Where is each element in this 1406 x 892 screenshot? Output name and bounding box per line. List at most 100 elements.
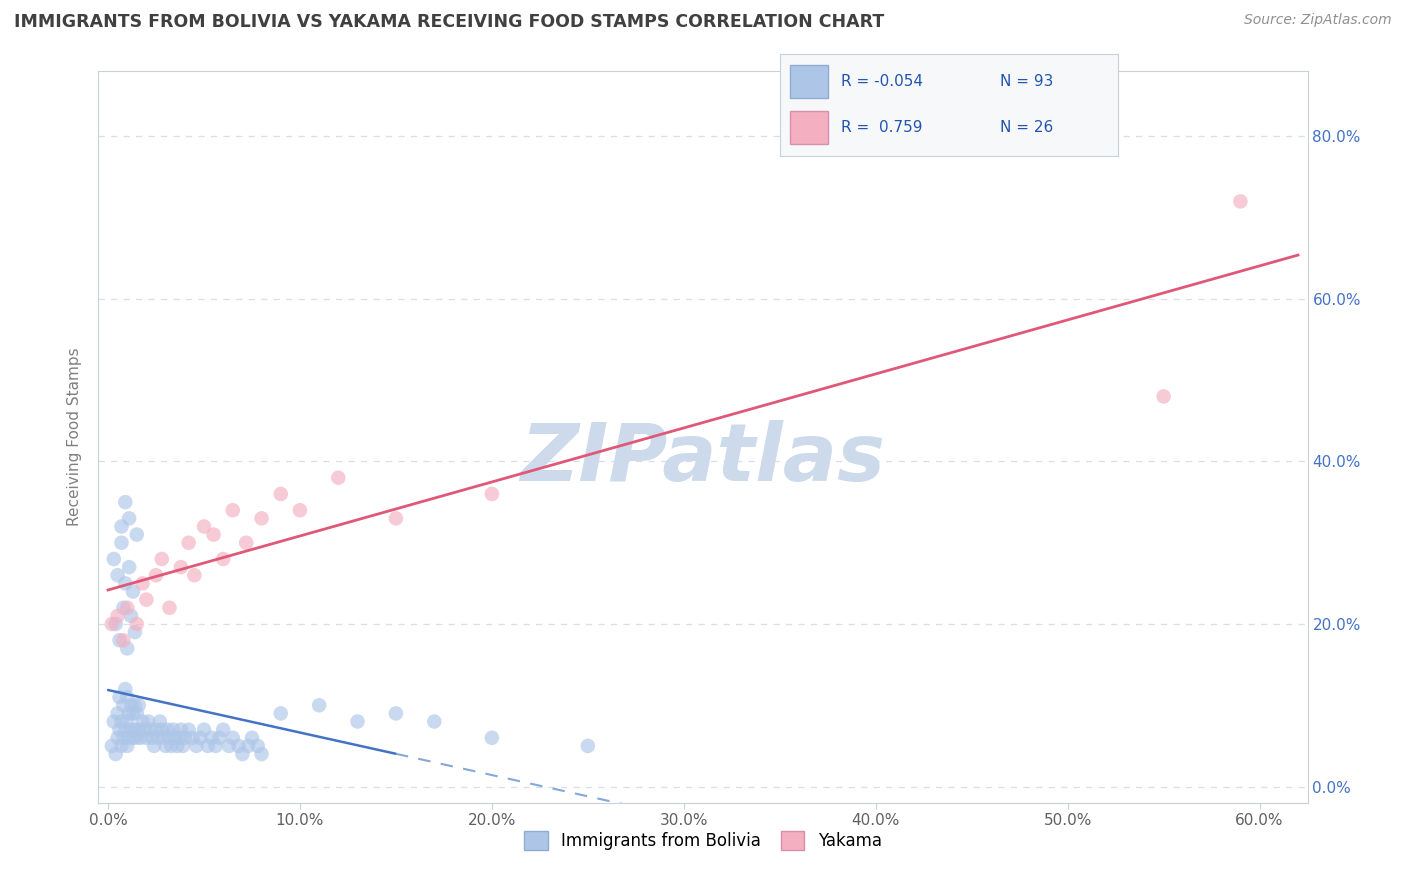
Point [110,714,132,729]
FancyBboxPatch shape [790,65,828,97]
Point [270,487,292,501]
Point [115,690,138,705]
Point [125,617,148,632]
Point [122,584,145,599]
Point [246,739,269,753]
Point [385,706,408,721]
Point [135,592,157,607]
Point [481,731,503,745]
Point [288,503,311,517]
Point [125,706,148,721]
Point [108,723,131,737]
Point [228,739,250,753]
Point [193,723,215,737]
Point [202,527,225,541]
Legend: Immigrants from Bolivia, Yakama: Immigrants from Bolivia, Yakama [517,824,889,856]
Point [114,723,136,737]
Point [114,495,136,509]
Point [204,739,226,753]
Point [159,600,181,615]
Text: ZIPatlas: ZIPatlas [520,420,886,498]
Point [143,739,166,753]
Point [167,731,190,745]
Point [110,739,132,753]
Point [112,633,135,648]
Point [201,731,224,745]
Point [155,739,177,753]
Point [104,747,127,761]
Point [156,723,179,737]
Point [118,731,141,745]
Point [385,511,408,525]
Text: R = -0.054: R = -0.054 [841,74,924,88]
Point [177,535,200,549]
Point [128,723,150,737]
Point [104,617,127,632]
Point [193,519,215,533]
Point [186,739,208,753]
Text: R =  0.759: R = 0.759 [841,120,922,135]
Point [114,576,136,591]
Point [112,600,135,615]
Point [1229,194,1251,209]
Point [135,731,157,745]
Point [218,739,240,753]
Point [108,690,131,705]
Point [110,535,132,549]
Point [131,714,153,729]
Point [250,511,273,525]
Point [128,698,150,713]
Point [122,706,145,721]
Point [118,706,141,721]
Point [231,747,253,761]
Point [115,714,138,729]
Point [222,731,245,745]
Text: N = 26: N = 26 [1000,120,1053,135]
Point [152,731,174,745]
Point [188,731,211,745]
Point [177,723,200,737]
Point [110,519,132,533]
Point [346,714,368,729]
Point [103,552,125,566]
Point [166,739,188,753]
Point [114,681,136,696]
Point [149,714,172,729]
Point [136,714,159,729]
Point [170,723,193,737]
Point [101,617,124,632]
Y-axis label: Receiving Food Stamps: Receiving Food Stamps [67,348,83,526]
Point [208,731,231,745]
Point [107,731,129,745]
Point [103,714,125,729]
Point [120,698,142,713]
Point [139,723,162,737]
Point [122,731,145,745]
Point [107,706,129,721]
Point [212,723,235,737]
Point [270,706,292,721]
Point [159,731,181,745]
Point [108,633,131,648]
Point [107,608,129,623]
Text: IMMIGRANTS FROM BOLIVIA VS YAKAMA RECEIVING FOOD STAMPS CORRELATION CHART: IMMIGRANTS FROM BOLIVIA VS YAKAMA RECEIV… [14,13,884,31]
Point [115,600,138,615]
Point [115,739,138,753]
Point [250,747,273,761]
Point [124,723,146,737]
Point [1153,389,1175,403]
Point [308,698,330,713]
Text: N = 93: N = 93 [1000,74,1053,88]
Point [150,552,173,566]
Point [124,698,146,713]
Point [197,739,219,753]
Point [118,560,141,574]
Point [172,739,194,753]
Point [125,731,148,745]
Point [183,568,205,582]
Point [115,641,138,656]
Point [165,731,187,745]
Point [235,535,257,549]
Point [162,723,184,737]
Point [112,731,135,745]
